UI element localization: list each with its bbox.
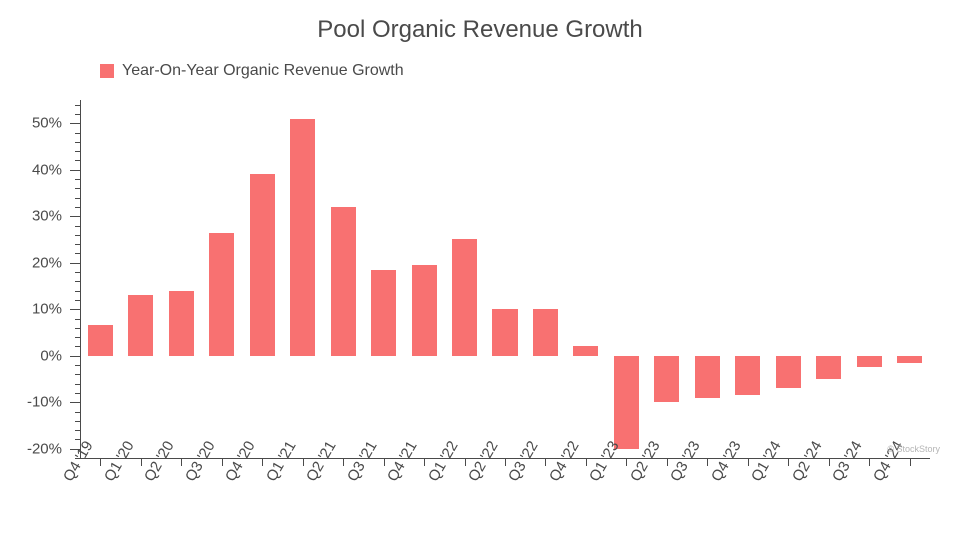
x-tick: [262, 458, 263, 466]
x-tick: [869, 458, 870, 466]
y-tick-label: 0%: [40, 347, 80, 364]
bar: [857, 356, 882, 368]
y-tick-minor: [75, 365, 80, 366]
y-tick-minor: [75, 133, 80, 134]
chart-title: Pool Organic Revenue Growth: [0, 16, 960, 44]
x-tick-label: Q1 '21: [263, 438, 300, 484]
bar: [776, 356, 801, 389]
bar: [654, 356, 679, 402]
bar: [250, 174, 275, 355]
y-tick-minor: [75, 179, 80, 180]
x-tick-label: Q4 '20: [222, 438, 259, 484]
x-tick-label: Q1 '23: [586, 438, 623, 484]
x-tick: [748, 458, 749, 466]
y-tick-minor: [75, 198, 80, 199]
x-tick-label: Q2 '24: [789, 438, 826, 484]
bar: [412, 265, 437, 356]
bar: [88, 325, 113, 355]
x-tick-label: Q4 '22: [546, 438, 583, 484]
y-tick-minor: [75, 226, 80, 227]
x-tick: [505, 458, 506, 466]
x-tick: [707, 458, 708, 466]
y-tick-minor: [75, 142, 80, 143]
x-tick: [181, 458, 182, 466]
bar: [735, 356, 760, 396]
y-tick-label: 10%: [32, 301, 80, 318]
bar: [128, 295, 153, 355]
y-tick-label: -10%: [27, 394, 80, 411]
x-tick-label: Q3 '22: [505, 438, 542, 484]
y-tick-label: 50%: [32, 115, 80, 132]
x-tick-label: Q2 '20: [141, 438, 178, 484]
x-tick: [910, 458, 911, 466]
bar: [897, 356, 922, 363]
bar: [290, 119, 315, 356]
bar: [695, 356, 720, 398]
x-tick-label: Q3 '24: [829, 438, 866, 484]
plot-area: -20%-10%0%10%20%30%40%50%Q4 '19Q1 '20Q2 …: [80, 100, 930, 458]
bar: [614, 356, 639, 449]
y-tick-minor: [75, 235, 80, 236]
y-tick-minor: [75, 337, 80, 338]
x-tick: [465, 458, 466, 466]
x-tick-label: Q1 '22: [425, 438, 462, 484]
y-tick-minor: [75, 188, 80, 189]
x-tick-label: Q2 '22: [465, 438, 502, 484]
x-tick: [626, 458, 627, 466]
x-tick: [788, 458, 789, 466]
x-tick-label: Q1 '24: [748, 438, 785, 484]
y-tick-minor: [75, 384, 80, 385]
bar: [492, 309, 517, 355]
y-tick-label: 40%: [32, 161, 80, 178]
bar: [371, 270, 396, 356]
bar: [209, 233, 234, 356]
bar: [573, 346, 598, 355]
legend-label: Year-On-Year Organic Revenue Growth: [122, 62, 404, 80]
x-tick-label: Q3 '20: [182, 438, 219, 484]
x-tick: [667, 458, 668, 466]
x-tick: [343, 458, 344, 466]
x-tick: [303, 458, 304, 466]
x-tick-label: Q3 '23: [667, 438, 704, 484]
bar: [331, 207, 356, 356]
x-tick: [100, 458, 101, 466]
y-tick-minor: [75, 374, 80, 375]
legend-swatch: [100, 64, 114, 78]
y-tick-label: 30%: [32, 208, 80, 225]
x-tick-label: Q1 '20: [101, 438, 138, 484]
x-tick: [424, 458, 425, 466]
legend: Year-On-Year Organic Revenue Growth: [100, 62, 404, 80]
x-axis-line: [80, 458, 930, 459]
y-tick-minor: [75, 281, 80, 282]
x-tick-label: Q4 '23: [708, 438, 745, 484]
y-tick-minor: [75, 412, 80, 413]
y-axis-line: [80, 100, 81, 458]
y-tick-minor: [75, 319, 80, 320]
x-tick: [829, 458, 830, 466]
y-tick-minor: [75, 105, 80, 106]
y-tick-minor: [75, 421, 80, 422]
x-tick-label: Q3 '21: [344, 438, 381, 484]
y-tick-minor: [75, 291, 80, 292]
x-tick: [141, 458, 142, 466]
bar: [452, 239, 477, 355]
watermark: © StockStory: [887, 444, 940, 454]
bar: [816, 356, 841, 379]
bar: [169, 291, 194, 356]
y-tick-label: 20%: [32, 254, 80, 271]
y-tick-minor: [75, 272, 80, 273]
x-tick-label: Q4 '21: [384, 438, 421, 484]
x-tick: [586, 458, 587, 466]
y-tick-minor: [75, 430, 80, 431]
x-tick: [545, 458, 546, 466]
x-tick: [384, 458, 385, 466]
chart-container: Pool Organic Revenue Growth Year-On-Year…: [0, 0, 960, 540]
y-tick-minor: [75, 244, 80, 245]
y-tick-minor: [75, 151, 80, 152]
y-tick-minor: [75, 328, 80, 329]
x-tick: [222, 458, 223, 466]
x-tick-label: Q2 '21: [303, 438, 340, 484]
bar: [533, 309, 558, 355]
